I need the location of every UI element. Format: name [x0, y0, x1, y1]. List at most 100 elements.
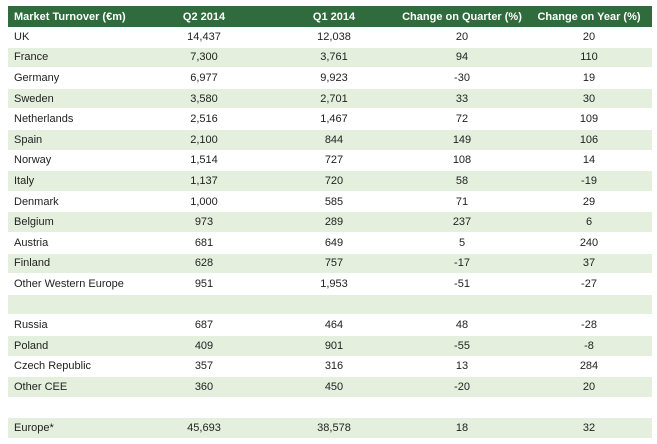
q1-2014-cell: 585	[270, 191, 398, 213]
change-on-year-cell: 240	[526, 232, 652, 254]
change-on-quarter-cell: -30	[398, 67, 526, 89]
change-on-quarter-cell: 13	[398, 356, 526, 378]
q2-2014-cell: 2,516	[138, 108, 270, 130]
market-cell: Austria	[8, 232, 138, 254]
change-on-quarter-cell: 33	[398, 88, 526, 110]
market-cell: Poland	[8, 335, 138, 357]
q2-2014-cell: 45,693	[138, 417, 270, 439]
change-on-year-cell: 110	[526, 47, 652, 69]
table-body: UK 14,437 12,038 20 20 France 7,300 3,761 94 110 G…	[8, 27, 652, 439]
change-on-year-cell: -28	[526, 314, 652, 336]
change-on-year-cell: 6	[526, 211, 652, 233]
q2-2014-cell: 628	[138, 253, 270, 275]
q2-2014-cell: 360	[138, 376, 270, 398]
table-row: Sweden 3,580 2,701 33 30	[8, 88, 652, 110]
table-row: Finland 628 757 -17 37	[8, 253, 652, 275]
table-row: Italy 1,137 720 58 -19	[8, 170, 652, 192]
change-on-year-cell: -8	[526, 335, 652, 357]
q2-2014-cell: 3,580	[138, 88, 270, 110]
change-on-quarter-cell: 149	[398, 129, 526, 151]
q1-2014-cell: 2,701	[270, 88, 398, 110]
change-on-year-cell: -27	[526, 273, 652, 295]
change-on-quarter-cell: 5	[398, 232, 526, 254]
q1-2014-cell: 901	[270, 335, 398, 357]
change-on-quarter-cell: 18	[398, 417, 526, 439]
q2-2014-cell: 681	[138, 232, 270, 254]
market-cell: Spain	[8, 129, 138, 151]
q2-2014-cell: 973	[138, 211, 270, 233]
change-on-year-cell: 106	[526, 129, 652, 151]
change-on-quarter-cell: -55	[398, 335, 526, 357]
change-on-quarter-cell: 71	[398, 191, 526, 213]
table-row: Netherlands 2,516 1,467 72 109	[8, 108, 652, 130]
header-change-on-quarter: Change on Quarter (%)	[398, 6, 526, 27]
header-change-on-year: Change on Year (%)	[526, 6, 652, 27]
q1-2014-cell: 316	[270, 356, 398, 378]
market-cell: Europe*	[8, 417, 138, 439]
market-cell: Finland	[8, 253, 138, 275]
market-cell: Italy	[8, 170, 138, 192]
market-cell: Netherlands	[8, 108, 138, 130]
q2-2014-cell: 7,300	[138, 47, 270, 69]
change-on-year-cell: 19	[526, 67, 652, 89]
q2-2014-cell	[138, 397, 270, 419]
q1-2014-cell	[270, 294, 398, 316]
q1-2014-cell: 1,953	[270, 273, 398, 295]
market-cell: France	[8, 47, 138, 69]
change-on-quarter-cell	[398, 294, 526, 316]
q2-2014-cell: 409	[138, 335, 270, 357]
market-cell: Germany	[8, 67, 138, 89]
change-on-year-cell: 30	[526, 88, 652, 110]
change-on-quarter-cell: -51	[398, 273, 526, 295]
q1-2014-cell: 649	[270, 232, 398, 254]
market-cell: Belgium	[8, 211, 138, 233]
market-cell: Denmark	[8, 191, 138, 213]
change-on-year-cell	[526, 397, 652, 419]
q2-2014-cell: 6,977	[138, 67, 270, 89]
change-on-year-cell: 20	[526, 376, 652, 398]
table-row: Russia 687 464 48 -28	[8, 314, 652, 336]
change-on-year-cell: 32	[526, 417, 652, 439]
change-on-quarter-cell: 20	[398, 27, 526, 48]
q2-2014-cell	[138, 294, 270, 316]
change-on-quarter-cell: 48	[398, 314, 526, 336]
change-on-quarter-cell	[398, 397, 526, 419]
change-on-quarter-cell: 58	[398, 170, 526, 192]
change-on-year-cell: 14	[526, 150, 652, 172]
q1-2014-cell: 1,467	[270, 108, 398, 130]
change-on-year-cell	[526, 294, 652, 316]
market-cell: Norway	[8, 150, 138, 172]
table-row: UK 14,437 12,038 20 20	[8, 27, 652, 48]
table-row: Other CEE 360 450 -20 20	[8, 376, 652, 398]
header-market-turnover: Market Turnover (€m)	[8, 6, 138, 27]
market-cell: Russia	[8, 314, 138, 336]
market-cell: Sweden	[8, 88, 138, 110]
table-row: Belgium 973 289 237 6	[8, 211, 652, 233]
change-on-quarter-cell: 237	[398, 211, 526, 233]
q1-2014-cell: 720	[270, 170, 398, 192]
market-turnover-table: Market Turnover (€m) Q2 2014 Q1 2014 Cha…	[8, 6, 652, 439]
market-cell: Other Western Europe	[8, 273, 138, 295]
change-on-year-cell: 20	[526, 27, 652, 48]
q1-2014-cell: 727	[270, 150, 398, 172]
market-cell: Czech Republic	[8, 356, 138, 378]
q2-2014-cell: 357	[138, 356, 270, 378]
q1-2014-cell: 3,761	[270, 47, 398, 69]
q1-2014-cell: 757	[270, 253, 398, 275]
table-row: Germany 6,977 9,923 -30 19	[8, 67, 652, 89]
q1-2014-cell: 289	[270, 211, 398, 233]
table-row: Spain 2,100 844 149 106	[8, 129, 652, 151]
q2-2014-cell: 2,100	[138, 129, 270, 151]
q1-2014-cell: 9,923	[270, 67, 398, 89]
market-cell: UK	[8, 27, 138, 48]
table-row: France 7,300 3,761 94 110	[8, 47, 652, 69]
table-row: Czech Republic 357 316 13 284	[8, 356, 652, 378]
q2-2014-cell: 1,514	[138, 150, 270, 172]
header-q1-2014: Q1 2014	[270, 6, 398, 27]
table-row	[8, 294, 652, 316]
table-row: Poland 409 901 -55 -8	[8, 335, 652, 357]
market-cell	[8, 294, 138, 316]
q1-2014-cell: 12,038	[270, 27, 398, 48]
change-on-quarter-cell: -20	[398, 376, 526, 398]
table-row: Other Western Europe 951 1,953 -51 -27	[8, 273, 652, 295]
